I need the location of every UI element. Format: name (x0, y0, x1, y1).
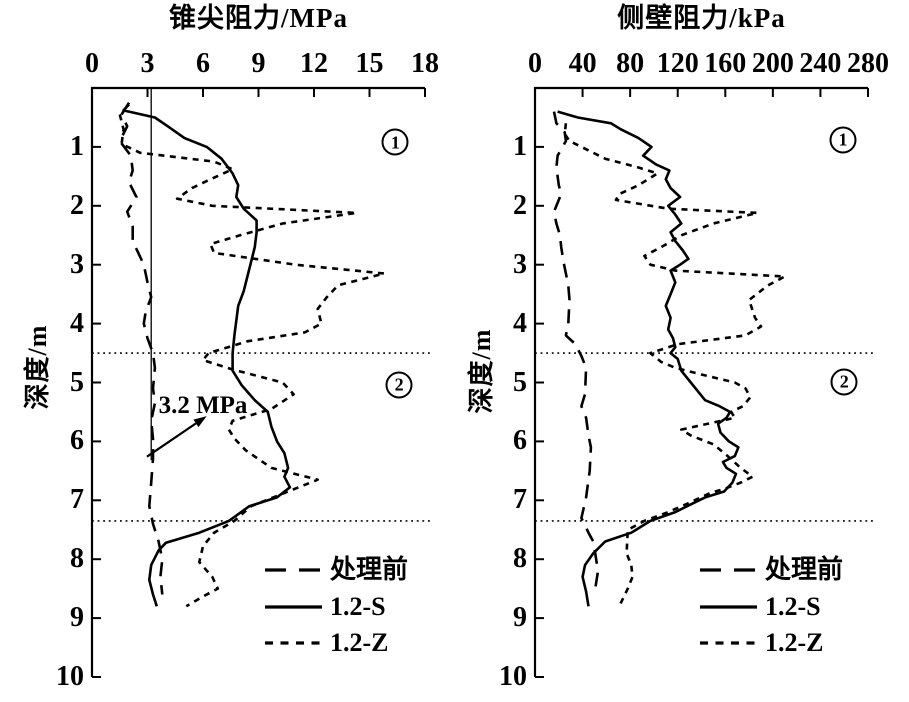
chart-1-legend-label-z: 1.2-Z (765, 628, 824, 657)
chart-0-y-tick-label: 9 (70, 602, 84, 634)
chart-1-y-tick-label: 5 (513, 366, 527, 398)
chart-1-y-tick-label: 7 (513, 484, 527, 516)
right-chart-title: 侧壁阻力/kPa (617, 3, 786, 33)
chart-0-x-tick-label: 12 (300, 48, 328, 79)
chart-0-legend-label-pre: 处理前 (330, 555, 409, 584)
chart-1-y-tick-label: 1 (513, 130, 527, 162)
chart-0-legend-label-s: 1.2-S (330, 592, 386, 621)
left-chart-title: 锥尖阻力/MPa (169, 3, 348, 33)
chart-0-legend-label-z: 1.2-Z (330, 628, 389, 657)
chart-0-y-tick-label: 3 (70, 248, 84, 280)
chart-1-series-pre-line (552, 111, 600, 595)
chart-0-y-tick-label: 10 (56, 661, 84, 692)
chart-0-axes (90, 86, 425, 677)
reference-annotation-text: 3.2 MPa (158, 392, 248, 419)
chart-1-legend-label-s: 1.2-S (765, 592, 821, 621)
chart-0-x-tick-label: 18 (411, 48, 439, 79)
chart-0-x-tick-label: 3 (140, 48, 155, 79)
chart-1-x-tick-label: 40 (568, 48, 597, 79)
chart-0-y-tick-label: 1 (70, 130, 84, 162)
chart-0-y-tick-label: 4 (70, 307, 84, 339)
chart-0-y-tick-label: 6 (70, 425, 84, 457)
chart-0-zone-label-1: 1 (381, 128, 409, 156)
chart-0-annotation-arrow-head (193, 416, 207, 428)
chart-0-y-tick-label: 5 (70, 366, 84, 398)
chart-1-legend-label-pre: 处理前 (765, 555, 844, 584)
chart-1-y-tick-label: 8 (513, 543, 527, 575)
chart-0-annotation-arrow-shaft (146, 422, 197, 458)
chart-1-y-tick-label: 9 (513, 602, 527, 634)
chart-0-x-tick-label: 6 (196, 48, 210, 79)
chart-1-x-tick-label: 160 (704, 48, 747, 79)
chart-1-y-tick-label: 10 (499, 661, 527, 692)
chart-0-y-tick-label: 8 (70, 543, 84, 575)
chart-1-zone-label-2: 2 (830, 368, 858, 396)
chart-1-axes (533, 86, 868, 677)
chart-1-x-tick-label: 0 (528, 48, 542, 79)
chart-0-x-tick-label: 15 (355, 48, 384, 79)
chart-1-zone-label-1: 1 (829, 126, 857, 154)
chart-0-x-tick-label: 9 (251, 48, 266, 79)
chart-1-y-tick-label: 2 (513, 189, 527, 221)
chart-1-x-tick-label: 280 (847, 48, 889, 79)
chart-1-series-s-line (557, 110, 740, 607)
chart-0-series-z-line (118, 114, 386, 608)
chart-1-y-tick-label: 3 (513, 248, 527, 280)
chart-1-y-tick-label: 4 (513, 307, 527, 339)
chart-1-x-tick-label: 120 (656, 48, 699, 79)
chart-1-series-z-line (563, 123, 787, 604)
chart-1-x-tick-label: 200 (751, 48, 794, 79)
chart-0-x-tick-label: 0 (85, 48, 99, 79)
chart-0-zone-label-2: 2 (385, 371, 413, 399)
chart-0-y-tick-label: 7 (70, 484, 84, 516)
chart-1-x-tick-label: 240 (799, 48, 842, 79)
chart-1-x-tick-label: 80 (616, 48, 645, 79)
chart-0-series-pre-line (118, 102, 164, 595)
chart-1-y-tick-label: 6 (513, 425, 527, 457)
chart-0-y-tick-label: 2 (70, 189, 84, 221)
